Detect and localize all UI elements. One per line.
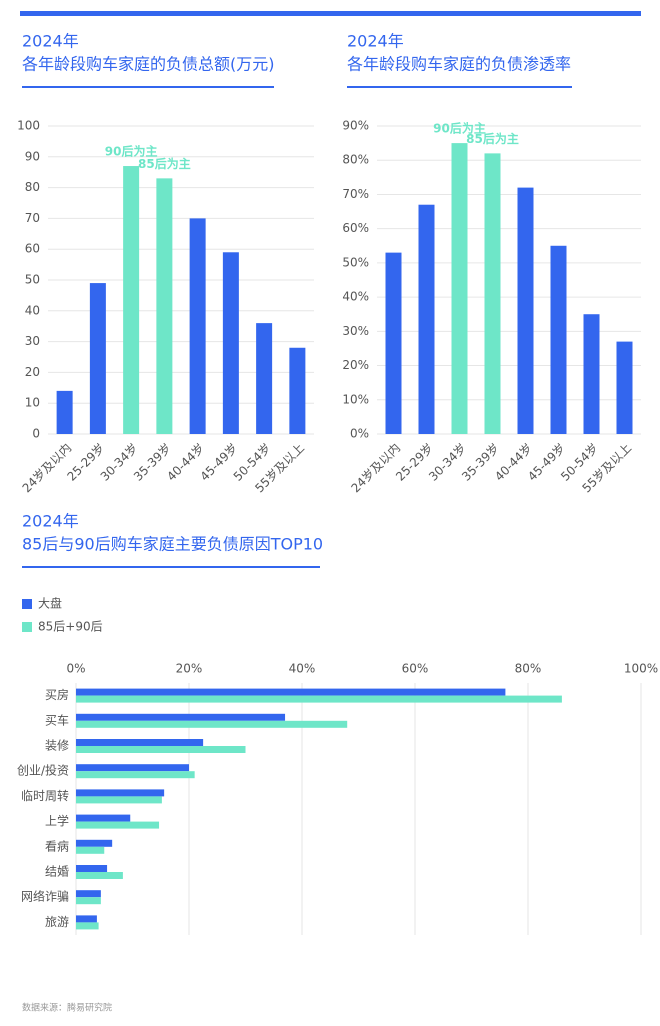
x-tick-label: 80% [515, 662, 542, 676]
y-tick-label: 看病 [45, 838, 69, 853]
y-tick-label: 买车 [45, 712, 69, 727]
bar [385, 252, 402, 434]
y-tick-label: 90% [342, 119, 369, 133]
bar [76, 846, 105, 854]
y-tick-label: 70 [25, 211, 40, 225]
chart-title: 2024年 [22, 32, 79, 51]
y-tick-label: 装修 [45, 738, 69, 753]
bar [76, 789, 165, 797]
y-tick-label: 90 [25, 149, 40, 163]
annotation: 85后为主 [466, 131, 519, 146]
bar [189, 218, 206, 434]
y-tick-label: 结婚 [45, 865, 69, 879]
y-tick-label: 40 [25, 303, 40, 317]
source: 数据来源：腾易研究院 [22, 1002, 112, 1014]
y-tick-label: 80% [342, 153, 369, 167]
y-tick-label: 10% [342, 392, 369, 406]
bar [517, 187, 534, 434]
y-tick-label: 100 [17, 119, 40, 133]
y-tick-label: 0 [32, 427, 40, 441]
bar [616, 341, 633, 434]
chart-subtitle: 各年龄段购车家庭的负债总额(万元) [22, 55, 275, 74]
x-tick-label: 0% [66, 662, 85, 676]
y-tick-label: 60% [342, 221, 369, 235]
chart-title: 2024年 [347, 32, 404, 51]
x-tick-label: 20% [176, 662, 203, 676]
x-tick-label: 100% [624, 662, 658, 676]
bar [289, 347, 306, 434]
bar [76, 839, 113, 847]
bar [56, 390, 73, 434]
y-tick-label: 60 [25, 242, 40, 256]
y-tick-label: 创业/投资 [17, 763, 69, 778]
bar [76, 814, 131, 822]
y-tick-label: 临时周转 [21, 788, 69, 803]
y-tick-label: 20% [342, 358, 369, 372]
bar [222, 252, 239, 434]
title-underline [347, 86, 572, 88]
x-tick-label: 60% [402, 662, 429, 676]
bar [76, 771, 195, 779]
title-underline [22, 566, 320, 568]
y-tick-label: 买房 [45, 687, 69, 702]
annotation: 90后为主 [433, 121, 486, 136]
x-tick-label: 24岁及以内 [19, 440, 74, 495]
y-tick-label: 70% [342, 187, 369, 201]
bar [76, 796, 162, 804]
legend-label: 85后+90后 [38, 620, 103, 634]
bar [76, 865, 108, 872]
bar [76, 890, 101, 898]
y-tick-label: 10 [25, 396, 40, 410]
title-underline [22, 86, 274, 88]
legend-swatch [22, 622, 32, 632]
bar [76, 695, 562, 703]
bar [76, 720, 348, 728]
y-tick-label: 40% [342, 290, 369, 304]
y-tick-label: 30% [342, 324, 369, 338]
bar [550, 245, 567, 434]
y-tick-label: 50 [25, 273, 40, 287]
top-stripe [20, 11, 641, 16]
chart-subtitle: 85后与90后购车家庭主要负债原因TOP10 [22, 535, 323, 554]
y-tick-label: 20 [25, 365, 40, 379]
y-tick-label: 旅游 [45, 915, 69, 929]
bar [76, 897, 101, 905]
annotation: 90后为主 [105, 144, 158, 159]
x-tick-label: 40% [289, 662, 316, 676]
bar [123, 166, 140, 435]
bar [76, 688, 506, 696]
y-tick-label: 80 [25, 180, 40, 194]
x-tick-label: 24岁及以内 [348, 440, 403, 495]
y-tick-label: 网络诈骗 [21, 889, 69, 904]
y-tick-label: 30 [25, 334, 40, 348]
bar [418, 204, 435, 434]
y-tick-label: 上学 [45, 813, 69, 828]
y-tick-label: 50% [342, 255, 369, 269]
bar [76, 764, 189, 772]
chart-subtitle: 各年龄段购车家庭的负债渗透率 [347, 55, 571, 74]
bar [156, 178, 173, 434]
bar [76, 872, 123, 879]
bar [76, 922, 99, 930]
bar [76, 821, 160, 829]
bar [89, 283, 106, 434]
bar [76, 746, 246, 753]
bar [76, 739, 204, 746]
bar [451, 143, 468, 434]
legend-label: 大盘 [38, 596, 62, 611]
bar [583, 314, 600, 434]
bar [484, 153, 501, 434]
legend-swatch [22, 599, 32, 609]
bar [76, 915, 97, 923]
y-tick-label: 0% [350, 427, 369, 441]
bar [256, 323, 273, 434]
bar [76, 713, 286, 721]
annotation: 85后为主 [138, 156, 191, 171]
chart-title: 2024年 [22, 512, 79, 531]
